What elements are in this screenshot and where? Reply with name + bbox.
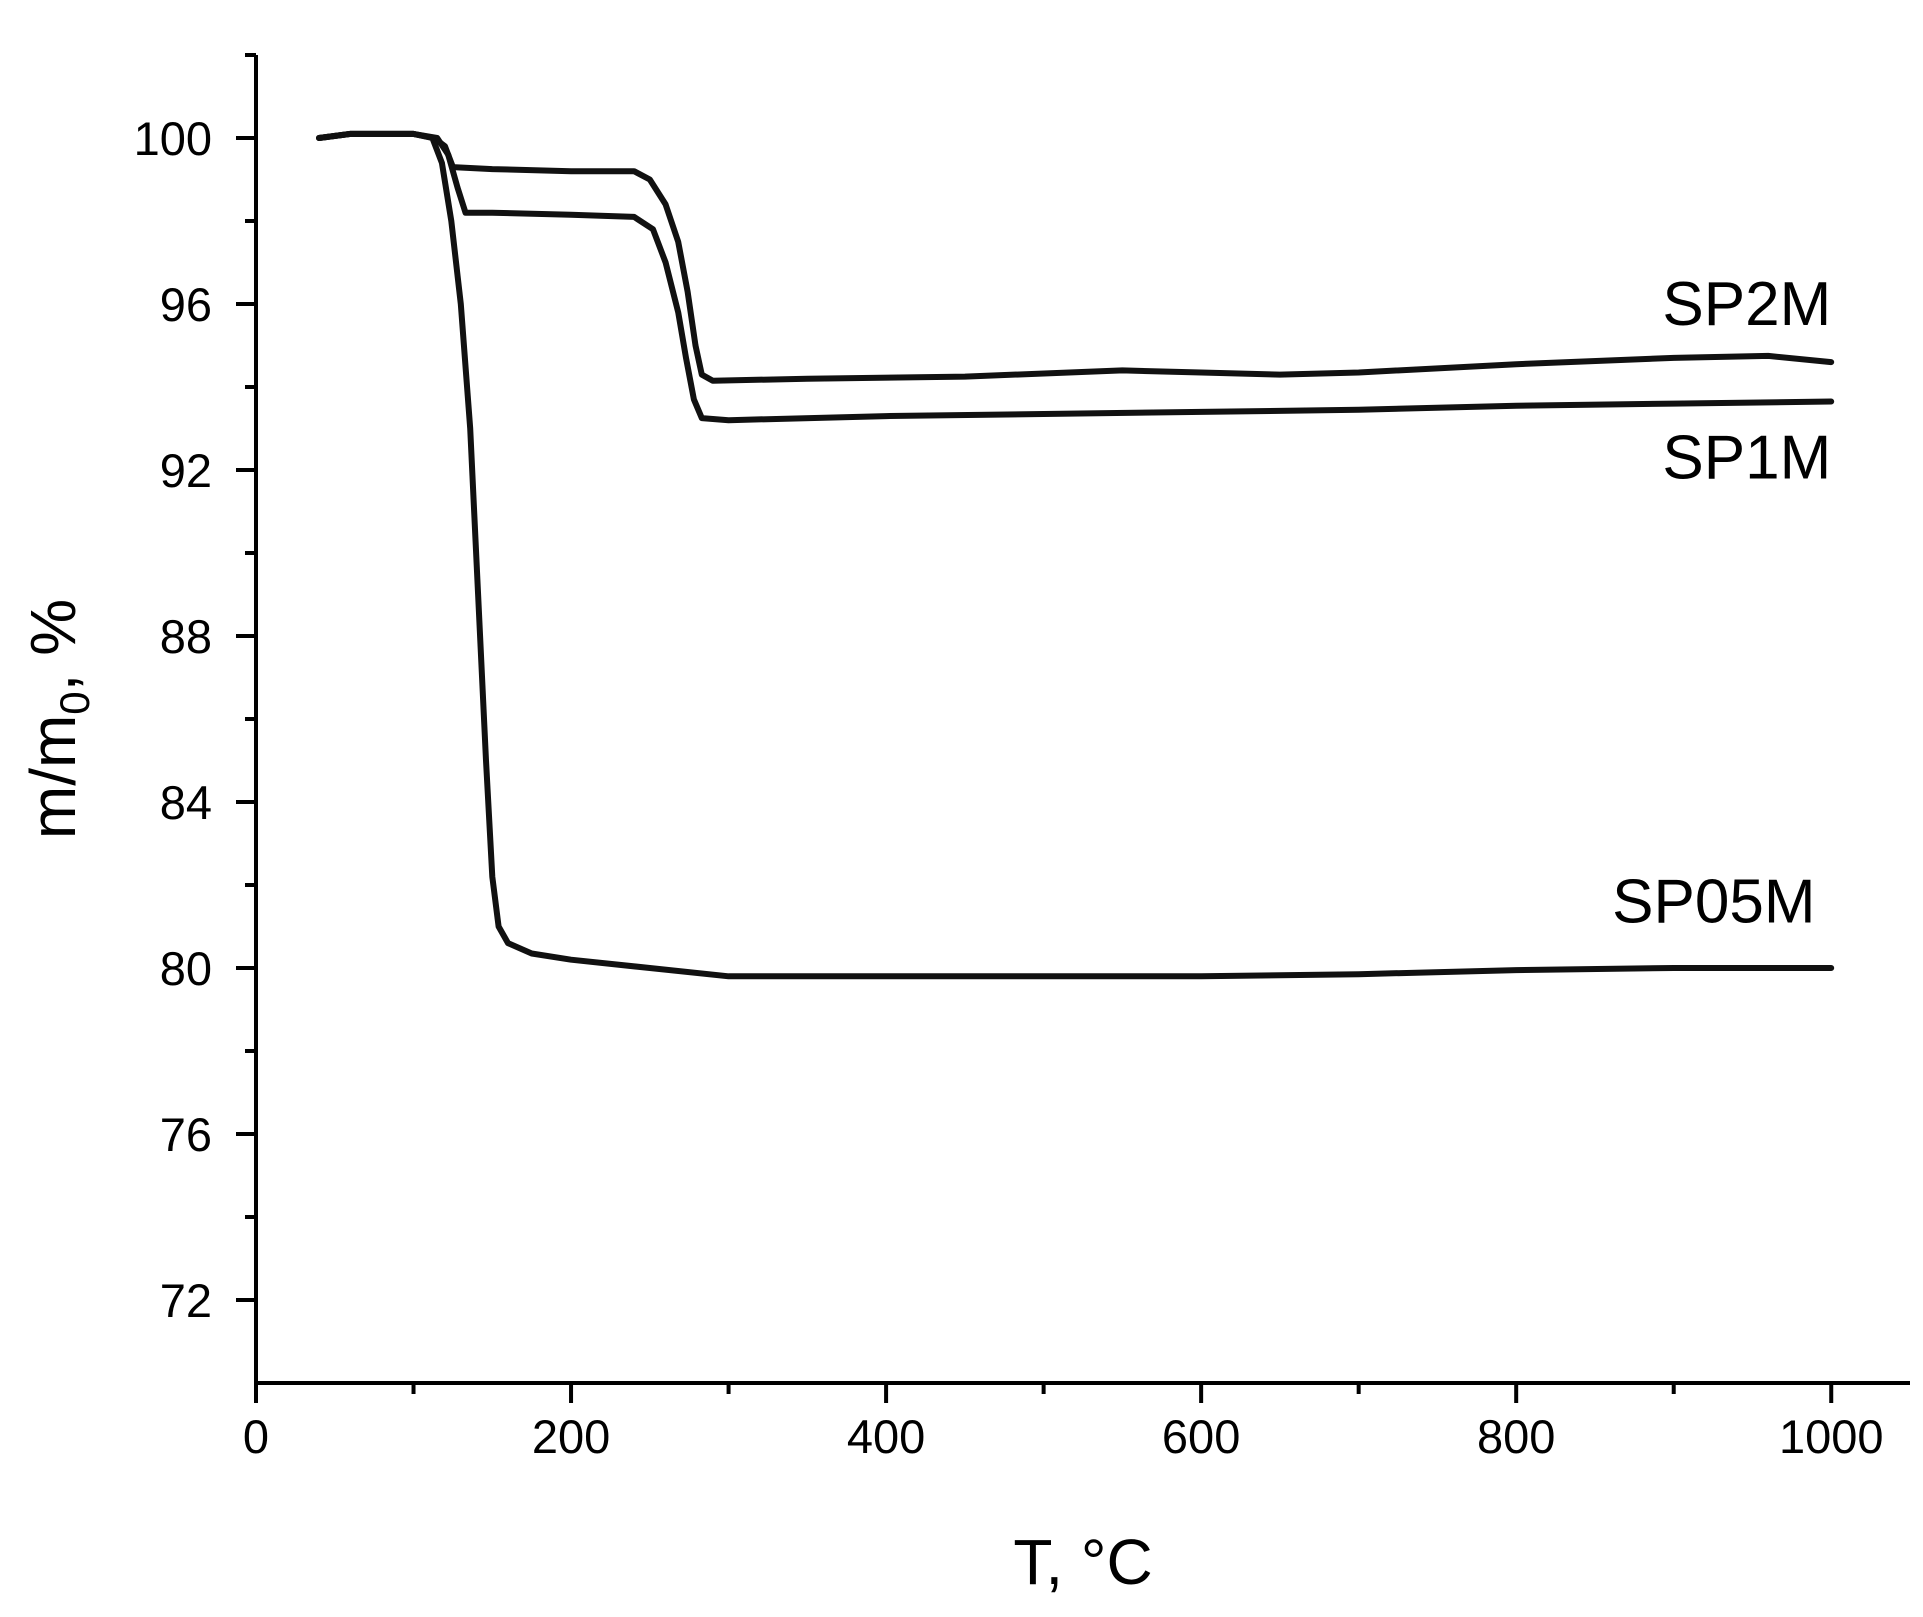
- y-tick-label: 76: [160, 1108, 212, 1161]
- plot-lines: [316, 130, 1835, 980]
- y-axis-title-main: m/m: [17, 715, 89, 839]
- series-label-sp05m: SP05M: [1612, 867, 1815, 936]
- y-tick-label: 72: [160, 1274, 212, 1327]
- y-tick-label: 100: [134, 112, 212, 165]
- y-tick-label: 96: [160, 278, 212, 331]
- x-tick-label: 800: [1477, 1410, 1555, 1463]
- series-line-sp2m: [316, 130, 1835, 384]
- x-axis-title: T, °C: [1013, 1526, 1152, 1598]
- series-labels: SP2M SP1M SP05M: [1612, 270, 1831, 937]
- y-axis-title: m/m0, %: [17, 599, 98, 839]
- y-tick-label: 92: [160, 444, 212, 497]
- x-tick-label: 600: [1162, 1410, 1240, 1463]
- tick-labels: 0 200 400 600 800 1000 72 76 80 84 88 92 96 100: [134, 112, 1884, 1463]
- x-tick-label: 0: [243, 1410, 269, 1463]
- x-tick-label: 400: [847, 1410, 925, 1463]
- series-label-sp1m: SP1M: [1662, 423, 1831, 492]
- y-axis-title-subscript: 0: [51, 691, 98, 714]
- y-tick-label: 84: [160, 776, 212, 829]
- y-axis-title-tail: , %: [17, 599, 89, 691]
- y-tick-label: 88: [160, 610, 212, 663]
- ticks: [236, 53, 1834, 1403]
- x-tick-label: 1000: [1779, 1410, 1884, 1463]
- y-tick-label: 80: [160, 942, 212, 995]
- x-tick-label: 200: [532, 1410, 610, 1463]
- series-line-sp05m: [316, 130, 1835, 980]
- series-label-sp2m: SP2M: [1662, 270, 1831, 339]
- axes: [254, 55, 1910, 1385]
- series-line-sp1m: [316, 130, 1835, 424]
